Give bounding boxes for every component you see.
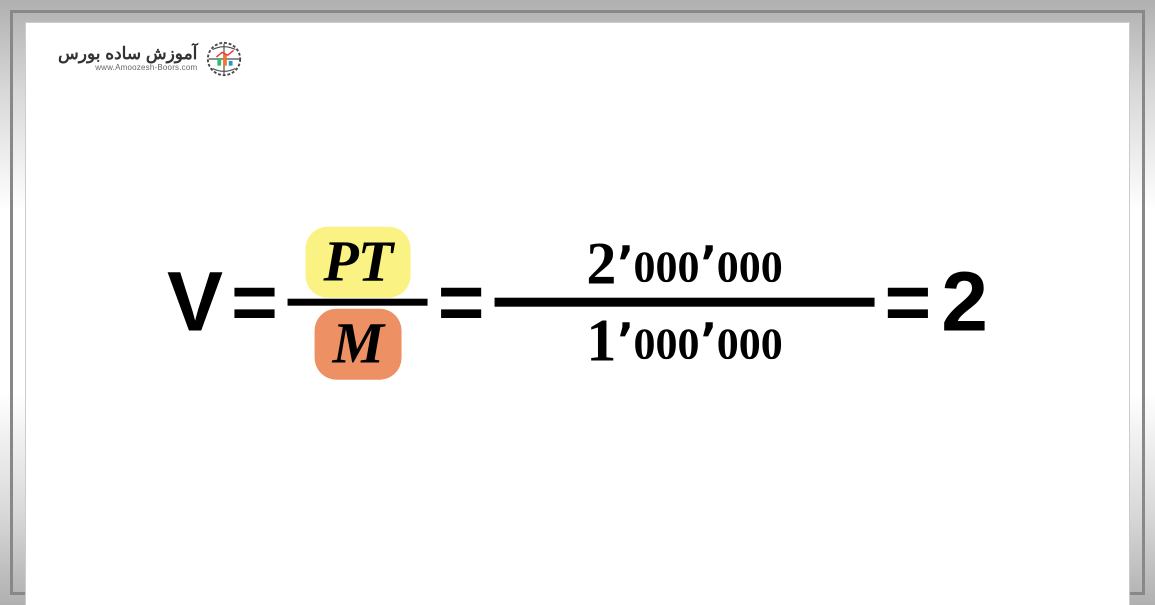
digit-group: 000 bbox=[634, 320, 700, 369]
highlight-M: M bbox=[315, 309, 402, 380]
thousands-separator: ٬ bbox=[616, 315, 633, 375]
numerator-2000000: 2٬000٬000 bbox=[576, 230, 792, 298]
thousands-separator: ٬ bbox=[700, 238, 717, 298]
fraction-bar-2 bbox=[495, 298, 875, 307]
fraction-bar-1 bbox=[288, 299, 428, 306]
digit-group: 000 bbox=[634, 243, 700, 292]
velocity-equation: V = PT M = 2٬000٬000 1٬000٬000 = 2 bbox=[167, 223, 988, 382]
highlight-PT: PT bbox=[305, 226, 410, 297]
lead-digit: 2 bbox=[586, 231, 616, 297]
logo-text: آموزش ساده بورس www.Amoozesh-Boors.com bbox=[58, 45, 197, 72]
thousands-separator: ٬ bbox=[616, 238, 633, 298]
thousands-separator: ٬ bbox=[700, 315, 717, 375]
equals-sign-2: = bbox=[438, 257, 485, 349]
equals-sign-1: = bbox=[231, 257, 278, 349]
denominator-1000000: 1٬000٬000 bbox=[576, 307, 792, 375]
digit-group: 000 bbox=[717, 320, 783, 369]
logo-url: www.Amoozesh-Boors.com bbox=[58, 64, 197, 73]
equals-sign-3: = bbox=[885, 257, 932, 349]
fraction-PT-over-M: PT M bbox=[288, 223, 428, 382]
fraction-numeric: 2٬000٬000 1٬000٬000 bbox=[495, 230, 875, 375]
denominator-M: M bbox=[303, 306, 414, 382]
result-value: 2 bbox=[941, 254, 988, 351]
lead-digit: 1 bbox=[586, 308, 616, 374]
numerator-PT: PT bbox=[293, 223, 422, 299]
globe-chart-icon bbox=[205, 40, 243, 78]
variable-V: V bbox=[167, 254, 221, 351]
site-logo: آموزش ساده بورس www.Amoozesh-Boors.com bbox=[58, 40, 243, 78]
digit-group: 000 bbox=[717, 243, 783, 292]
logo-title: آموزش ساده بورس bbox=[58, 45, 197, 64]
